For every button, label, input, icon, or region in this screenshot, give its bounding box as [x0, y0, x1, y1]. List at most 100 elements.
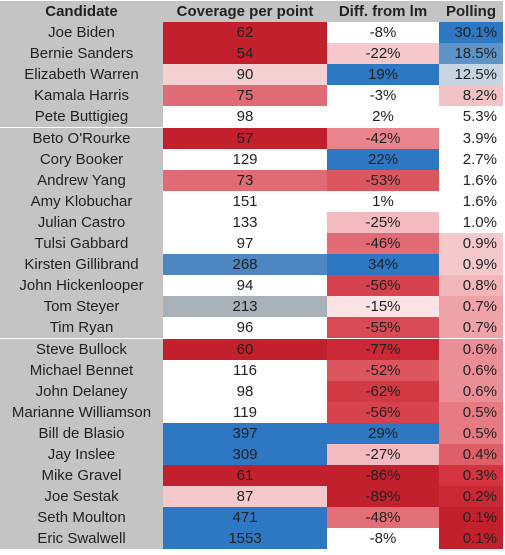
diff-cell: -55% [327, 317, 439, 339]
candidate-cell: John Delaney [0, 380, 163, 402]
diff-cell: -52% [327, 359, 439, 381]
header-polling: Polling [439, 1, 503, 22]
polling-cell: 0.8% [439, 275, 503, 297]
polling-cell: 0.1% [439, 507, 503, 529]
table-row: Pete Buttigieg 98 2% 5.3% [0, 106, 505, 128]
candidate-cell: Beto O'Rourke [0, 127, 163, 149]
candidate-cell: Cory Booker [0, 148, 163, 170]
diff-cell: -42% [327, 127, 439, 149]
coverage-cell: 57 [163, 127, 327, 149]
table-row: Marianne Williamson 119 -56% 0.5% [0, 401, 505, 423]
diff-cell: -22% [327, 43, 439, 65]
candidate-cell: Steve Bullock [0, 338, 163, 360]
polling-cell: 18.5% [439, 43, 503, 65]
table-row: Jay Inslee 309 -27% 0.4% [0, 444, 505, 465]
candidate-cell: Marianne Williamson [0, 401, 163, 423]
coverage-cell: 98 [163, 106, 327, 128]
diff-cell: -3% [327, 85, 439, 107]
diff-cell: -8% [327, 22, 439, 43]
table-row: Seth Moulton 471 -48% 0.1% [0, 507, 505, 529]
table-row: Bill de Blasio 397 29% 0.5% [0, 422, 505, 444]
candidate-cell: Joe Sestak [0, 486, 163, 508]
candidate-cell: Amy Klobuchar [0, 190, 163, 212]
polling-cell: 0.5% [439, 422, 503, 444]
table-row: Andrew Yang 73 -53% 1.6% [0, 169, 505, 191]
candidate-cell: Andrew Yang [0, 169, 163, 191]
coverage-cell: 94 [163, 275, 327, 297]
polling-cell: 12.5% [439, 64, 503, 86]
table-row: Steve Bullock 60 -77% 0.6% [0, 338, 505, 360]
diff-cell: 22% [327, 148, 439, 170]
coverage-cell: 96 [163, 317, 327, 339]
coverage-cell: 90 [163, 64, 327, 86]
polling-cell: 0.2% [439, 486, 503, 508]
coverage-cell: 213 [163, 296, 327, 318]
diff-cell: 1% [327, 190, 439, 212]
coverage-cell: 1553 [163, 528, 327, 550]
table-row: Eric Swalwell 1553 -8% 0.1% [0, 528, 505, 550]
candidate-cell: Jay Inslee [0, 444, 163, 465]
table-row: Tim Ryan 96 -55% 0.7% [0, 317, 505, 339]
table-row: Joe Sestak 87 -89% 0.2% [0, 486, 505, 508]
diff-cell: -62% [327, 380, 439, 402]
coverage-cell: 133 [163, 211, 327, 233]
candidate-cell: Kirsten Gillibrand [0, 254, 163, 276]
header-coverage: Coverage per point [163, 1, 327, 22]
table-row: Bernie Sanders 54 -22% 18.5% [0, 43, 505, 65]
diff-cell: 19% [327, 64, 439, 86]
candidate-cell: Tom Steyer [0, 296, 163, 318]
coverage-cell: 397 [163, 422, 327, 444]
coverage-cell: 268 [163, 254, 327, 276]
polling-cell: 1.6% [439, 190, 503, 212]
candidate-cell: Tulsi Gabbard [0, 233, 163, 254]
coverage-cell: 471 [163, 507, 327, 529]
candidate-cell: John Hickenlooper [0, 275, 163, 297]
polling-cell: 30.1% [439, 22, 503, 43]
polling-cell: 2.7% [439, 148, 503, 170]
candidate-cell: Julian Castro [0, 211, 163, 233]
polling-cell: 0.6% [439, 359, 503, 381]
diff-cell: -77% [327, 338, 439, 360]
table-row: Michael Bennet 116 -52% 0.6% [0, 359, 505, 381]
polling-cell: 0.6% [439, 338, 503, 360]
candidate-cell: Bill de Blasio [0, 422, 163, 444]
table-row: Cory Booker 129 22% 2.7% [0, 148, 505, 170]
coverage-cell: 75 [163, 85, 327, 107]
diff-cell: 29% [327, 422, 439, 444]
candidate-cell: Mike Gravel [0, 465, 163, 487]
table-row: Kirsten Gillibrand 268 34% 0.9% [0, 254, 505, 276]
table-row: Beto O'Rourke 57 -42% 3.9% [0, 127, 505, 149]
header-diff: Diff. from lm [327, 1, 439, 22]
coverage-cell: 62 [163, 22, 327, 43]
polling-cell: 0.9% [439, 254, 503, 276]
table-row: Joe Biden 62 -8% 30.1% [0, 22, 505, 43]
coverage-cell: 129 [163, 148, 327, 170]
diff-cell: 2% [327, 106, 439, 128]
candidate-cell: Kamala Harris [0, 85, 163, 107]
coverage-cell: 61 [163, 465, 327, 487]
candidate-cell: Joe Biden [0, 22, 163, 43]
polling-cell: 0.4% [439, 444, 503, 465]
diff-cell: 34% [327, 254, 439, 276]
polling-cell: 3.9% [439, 127, 503, 149]
polling-cell: 0.6% [439, 380, 503, 402]
polling-cell: 0.9% [439, 233, 503, 254]
candidate-cell: Elizabeth Warren [0, 64, 163, 86]
coverage-cell: 87 [163, 486, 327, 508]
diff-cell: -48% [327, 507, 439, 529]
diff-cell: -25% [327, 211, 439, 233]
polling-cell: 0.7% [439, 317, 503, 339]
candidate-cell: Seth Moulton [0, 507, 163, 529]
coverage-cell: 151 [163, 190, 327, 212]
coverage-cell: 119 [163, 401, 327, 423]
polling-cell: 0.5% [439, 401, 503, 423]
coverage-cell: 309 [163, 444, 327, 465]
diff-cell: -56% [327, 275, 439, 297]
table-row: Tom Steyer 213 -15% 0.7% [0, 296, 505, 318]
diff-cell: -86% [327, 465, 439, 487]
table-row: Elizabeth Warren 90 19% 12.5% [0, 64, 505, 86]
table-row: Julian Castro 133 -25% 1.0% [0, 211, 505, 233]
coverage-cell: 54 [163, 43, 327, 65]
header-candidate: Candidate [0, 1, 163, 22]
candidate-cell: Eric Swalwell [0, 528, 163, 550]
